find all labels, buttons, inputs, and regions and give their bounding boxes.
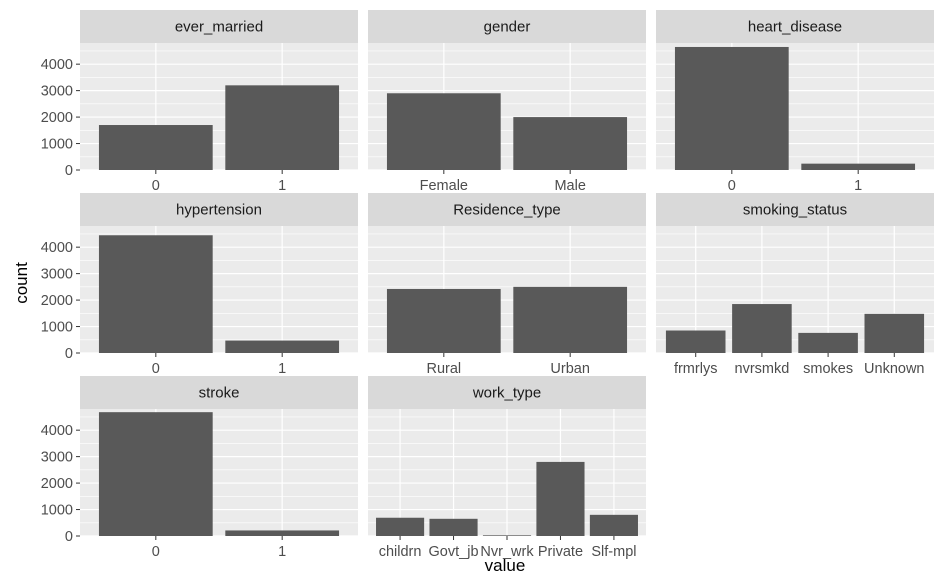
- facet-strip: [80, 10, 358, 43]
- y-tick-label: 2000: [41, 293, 73, 309]
- x-tick-label: Male: [554, 178, 585, 194]
- bar-residence-type-urban: [513, 286, 628, 353]
- x-tick-label: 0: [728, 178, 736, 194]
- x-tick-label: Govt_jb: [429, 544, 479, 560]
- x-tick-label: 0: [152, 544, 160, 560]
- x-tick-label: Unknown: [864, 361, 924, 377]
- facet-title: stroke: [199, 385, 240, 402]
- x-tick-label: 1: [278, 361, 286, 377]
- y-tick-label: 3000: [41, 267, 73, 283]
- facet-title: Residence_type: [453, 202, 561, 219]
- facet-title: gender: [484, 19, 531, 36]
- facet-strip: [656, 10, 934, 43]
- y-tick-label: 1000: [41, 320, 73, 336]
- facet-heart-disease: heart_disease 0 1: [656, 10, 934, 194]
- x-tick-label: Urban: [550, 361, 590, 377]
- bar-stroke-0: [98, 412, 213, 536]
- x-tick-label: smokes: [803, 361, 853, 377]
- bar-work-type-govt_jb: [429, 518, 478, 536]
- x-tick-label: 0: [152, 178, 160, 194]
- y-tick-label: 0: [65, 346, 73, 362]
- bar-smoking-status-unknown: [864, 313, 925, 353]
- x-tick-label: Nvr_wrk: [480, 544, 534, 560]
- y-tick-label: 0: [65, 529, 73, 545]
- bar-work-type-nvr_wrk: [482, 535, 532, 536]
- x-tick-label: 1: [854, 178, 862, 194]
- bar-gender-male: [513, 117, 628, 170]
- bar-hypertension-1: [225, 340, 340, 353]
- facet-hypertension: hypertension 0 1 0 1000 2000 3000 4000: [41, 193, 358, 377]
- bar-gender-female: [386, 93, 501, 170]
- y-tick-label: 3000: [41, 84, 73, 100]
- x-tick-label: nvrsmkd: [735, 361, 790, 377]
- facet-strip: [368, 10, 646, 43]
- facet-strip: [368, 376, 646, 409]
- y-axis-title: count: [12, 262, 31, 304]
- facet-gender: gender Female Male: [368, 10, 646, 194]
- bar-work-type-private: [536, 461, 585, 536]
- x-axis-title: value: [485, 556, 526, 575]
- facet-title: work_type: [472, 385, 541, 402]
- facet-strip: [80, 193, 358, 226]
- x-tick-label: 1: [278, 544, 286, 560]
- x-tick-label: 0: [152, 361, 160, 377]
- facet-title: smoking_status: [743, 202, 847, 219]
- facet-strip: [368, 193, 646, 226]
- bar-smoking-status-frmrlys: [665, 330, 726, 353]
- facet-title: hypertension: [176, 202, 262, 219]
- bar-heart-disease-0: [674, 46, 789, 170]
- x-tick-label: 1: [278, 178, 286, 194]
- facet-title: heart_disease: [748, 19, 842, 36]
- bar-work-type-slf-mpl: [589, 514, 638, 536]
- y-tick-label: 4000: [41, 57, 73, 73]
- x-tick-label: Female: [420, 178, 468, 194]
- bar-smoking-status-nvrsmkd: [732, 304, 792, 353]
- x-tick-label: Private: [538, 544, 583, 560]
- facet-ever-married: ever_married 0 1 0 1000 2000 3000 4000: [41, 10, 358, 194]
- facet-stroke: stroke 0 1 0 1000 2000 3000 4000: [41, 376, 358, 560]
- bar-ever-married-0: [98, 125, 213, 170]
- y-tick-label: 2000: [41, 110, 73, 126]
- y-tick-label: 4000: [41, 423, 73, 439]
- bar-work-type-childrn: [376, 517, 425, 536]
- facet-strip: [80, 376, 358, 409]
- bar-heart-disease-1: [801, 163, 916, 170]
- bar-ever-married-1: [225, 85, 340, 170]
- facet-strip: [656, 193, 934, 226]
- x-tick-label: Slf-mpl: [591, 544, 636, 560]
- y-tick-label: 1000: [41, 503, 73, 519]
- y-tick-label: 4000: [41, 240, 73, 256]
- y-tick-label: 3000: [41, 450, 73, 466]
- bar-stroke-1: [225, 530, 340, 536]
- x-tick-label: childrn: [379, 544, 422, 560]
- x-tick-label: frmrlys: [674, 361, 718, 377]
- bar-residence-type-rural: [386, 288, 501, 353]
- bar-hypertension-0: [98, 235, 213, 353]
- facet-residence-type: Residence_type Rural Urban: [368, 193, 646, 377]
- x-tick-label: Rural: [426, 361, 461, 377]
- bar-smoking-status-smokes: [798, 332, 858, 353]
- facet-title: ever_married: [175, 19, 263, 36]
- y-tick-label: 2000: [41, 476, 73, 492]
- y-tick-label: 0: [65, 163, 73, 179]
- y-tick-label: 1000: [41, 137, 73, 153]
